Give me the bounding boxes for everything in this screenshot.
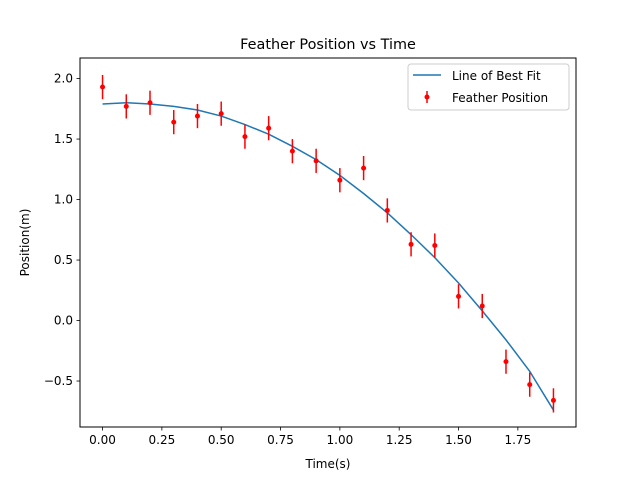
y-tick-label: 2.0 [54, 72, 73, 86]
plot-content [100, 74, 556, 413]
x-tick-label: 1.50 [445, 433, 472, 447]
data-point [550, 397, 556, 403]
data-point [432, 243, 438, 249]
data-point [503, 359, 509, 365]
x-tick-label: 0.25 [149, 433, 176, 447]
x-axis-label: Time(s) [305, 457, 351, 471]
y-tick-label: 0.0 [54, 314, 73, 328]
legend-label-points: Feather Position [452, 91, 548, 105]
x-axis-ticks: 0.00 0.25 0.50 0.75 1.00 1.25 1.50 1.75 [89, 427, 531, 447]
legend: Line of Best Fit Feather Position [407, 63, 570, 111]
x-tick-label: 0.75 [267, 433, 294, 447]
data-point [218, 111, 224, 117]
y-tick-label: 1.5 [54, 132, 73, 146]
y-axis-label: Position(m) [18, 209, 32, 277]
x-tick-label: 1.75 [504, 433, 531, 447]
chart-title: Feather Position vs Time [240, 37, 416, 53]
data-point [123, 103, 129, 109]
legend-label-line: Line of Best Fit [452, 69, 541, 83]
x-tick-label: 0.50 [208, 433, 235, 447]
data-point [337, 177, 343, 183]
y-tick-label: 0.5 [54, 253, 73, 267]
data-point [313, 158, 319, 164]
data-point [194, 113, 200, 119]
best-fit-line [102, 102, 555, 411]
data-point [408, 241, 414, 247]
y-tick-label: 1.0 [54, 193, 73, 207]
data-point [361, 165, 367, 171]
data-point [456, 293, 462, 299]
data-point [242, 134, 248, 140]
data-point [384, 207, 390, 213]
data-point [479, 303, 485, 309]
data-point [147, 100, 153, 106]
data-point [527, 382, 533, 388]
x-tick-label: 0.00 [89, 433, 116, 447]
data-point [171, 119, 177, 125]
y-tick-label: −0.5 [44, 374, 73, 388]
data-point [289, 148, 295, 154]
data-point [100, 84, 106, 90]
legend-box [407, 63, 570, 111]
x-tick-label: 1.00 [327, 433, 354, 447]
plot-frame [79, 57, 577, 428]
y-axis-ticks: −0.5 0.0 0.5 1.0 1.5 2.0 [44, 72, 80, 388]
x-tick-label: 1.25 [386, 433, 413, 447]
data-point [266, 125, 272, 131]
legend-marker-swatch [424, 94, 430, 100]
